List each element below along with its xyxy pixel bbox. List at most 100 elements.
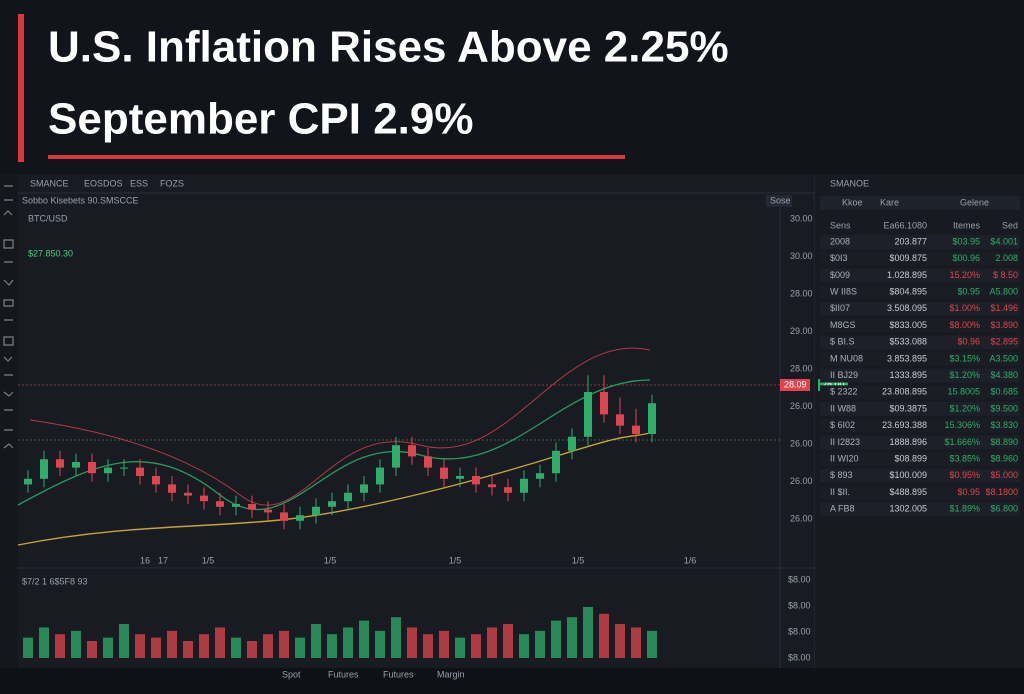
volume-bar — [295, 637, 305, 658]
candle-body — [168, 484, 176, 493]
volume-bar — [503, 624, 513, 658]
cell: $8.00% — [949, 320, 980, 330]
accent-bar — [18, 14, 24, 162]
candle-body — [344, 492, 352, 502]
cell: A FB8 — [830, 504, 855, 514]
cell: $8.960 — [990, 453, 1018, 463]
cell: $03.95 — [952, 236, 980, 246]
cell: 15.8005 — [947, 387, 980, 397]
tab[interactable]: SMANCE — [30, 178, 69, 188]
volume-label: $8.00 — [788, 574, 811, 584]
cell: $009.875 — [889, 253, 927, 263]
volume-bar — [311, 624, 321, 658]
time-label: 1/5 — [202, 555, 215, 565]
cell: 3.508.095 — [887, 303, 927, 313]
panel-tabs — [820, 196, 1020, 210]
footer-tab[interactable]: Margin — [437, 669, 465, 679]
price-label: 28.00 — [790, 363, 813, 373]
cell: 203.877 — [894, 236, 927, 246]
row — [820, 335, 1020, 350]
panel-title: SMANOE — [830, 178, 869, 188]
volume-bar — [199, 634, 209, 658]
candle-body — [440, 467, 448, 479]
moving-average — [17, 431, 656, 546]
volume-bar — [631, 627, 641, 658]
candle-body — [136, 467, 144, 476]
tab[interactable]: ESS — [130, 178, 148, 188]
tab[interactable]: EOSDOS — [84, 178, 123, 188]
column-header: Sens — [830, 220, 851, 230]
cell: $488.895 — [889, 487, 927, 497]
volume-bar — [519, 634, 529, 658]
panel-tab[interactable]: Kkoe — [842, 197, 863, 207]
headline: U.S. Inflation Rises Above 2.25% — [48, 23, 729, 72]
footer-tab[interactable]: Futures — [328, 669, 359, 679]
cell: 2008 — [830, 236, 850, 246]
candle-body — [376, 467, 384, 485]
candle-body — [520, 478, 528, 493]
column-header: Sed — [1002, 220, 1018, 230]
button[interactable] — [766, 195, 792, 207]
cell: II WI20 — [830, 453, 859, 463]
cell: II I2823 — [830, 437, 860, 447]
candle-body — [152, 476, 160, 485]
volume-bar — [167, 630, 177, 658]
button-label[interactable]: Sose — [770, 195, 791, 205]
candle-body — [24, 478, 32, 485]
cell: $1.20% — [949, 403, 980, 413]
volume-bar — [487, 627, 497, 658]
volume-bar — [103, 637, 113, 658]
left-toolbar — [0, 174, 18, 668]
footer-tab[interactable]: Spot — [282, 669, 301, 679]
candle-body — [232, 504, 240, 507]
cell: $1.89% — [949, 504, 980, 514]
candle-body — [536, 473, 544, 479]
time-label: 1/5 — [572, 555, 585, 565]
cell: $100.009 — [889, 470, 927, 480]
tab[interactable]: FOZS — [160, 178, 184, 188]
row — [820, 402, 1020, 416]
row — [820, 502, 1020, 517]
candle-body — [360, 484, 368, 493]
volume-bar — [231, 637, 241, 658]
footer-tab[interactable]: Futures — [383, 669, 414, 679]
cell: $833.005 — [889, 320, 927, 330]
price-label: 26.00 — [790, 513, 813, 523]
volume-bar — [263, 634, 273, 658]
cell: $1.00% — [949, 303, 980, 313]
price-label: 28.00 — [790, 288, 813, 298]
cell: $0.95 — [957, 487, 980, 497]
panel-tab[interactable]: Gelene — [960, 197, 989, 207]
cell: $ 2322 — [830, 387, 858, 397]
row — [820, 268, 1020, 283]
cell: 2.008 — [995, 253, 1018, 263]
volume-bar — [39, 627, 49, 658]
volume-bar — [407, 627, 417, 658]
cell: 15.20% — [949, 270, 980, 280]
volume-bar — [551, 620, 561, 658]
row — [820, 385, 1020, 400]
cell: M NU08 — [830, 353, 863, 363]
panel-tab[interactable]: Kare — [880, 197, 899, 207]
candle-body — [56, 459, 64, 468]
cell: $4.380 — [990, 370, 1018, 380]
cell: $533.088 — [889, 337, 927, 347]
cell: $3.830 — [990, 420, 1018, 430]
cell: 1.028.895 — [887, 270, 927, 280]
volume-title: $7/2 1 6$5F8 93 — [22, 576, 88, 586]
cell: 1888.896 — [889, 437, 927, 447]
row — [820, 418, 1020, 433]
cell: $3.890 — [990, 320, 1018, 330]
time-label: 1/5 — [324, 555, 337, 565]
cell: II BJ29 — [830, 370, 858, 380]
cell: 1333.895 — [889, 370, 927, 380]
candle-body — [632, 425, 640, 434]
row — [820, 301, 1020, 316]
price-label: 26.00 — [790, 438, 813, 448]
volume-bar — [567, 617, 577, 658]
volume-bar — [327, 634, 337, 658]
price-label: 29.00 — [790, 326, 813, 336]
candle-body — [392, 445, 400, 468]
cell: $5.000 — [990, 470, 1018, 480]
